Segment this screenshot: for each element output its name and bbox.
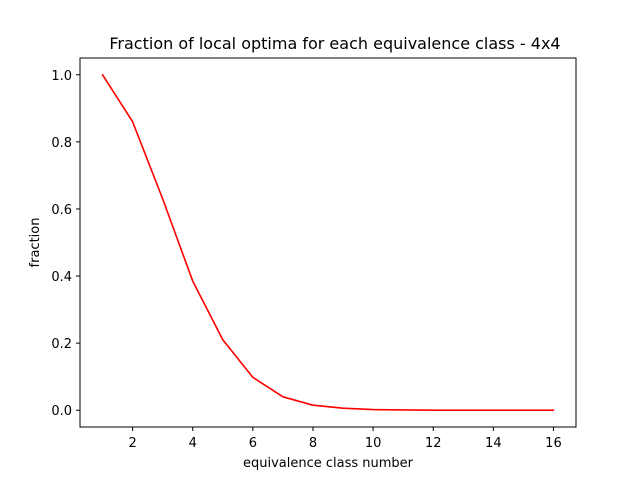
chart-title: Fraction of local optima for each equiva…	[109, 34, 560, 53]
series-line	[101, 73, 555, 412]
series-layer	[101, 73, 555, 412]
y-tick-label: 0.6	[51, 203, 72, 218]
y-tick-label: 0.4	[51, 270, 72, 285]
x-tick-label: 8	[309, 436, 317, 451]
y-tick-label: 1.0	[51, 69, 72, 84]
x-tick-label: 4	[189, 436, 197, 451]
x-axis-label: equivalence class number	[243, 456, 414, 471]
y-axis-label: fraction	[28, 218, 43, 268]
y-tick-label: 0.0	[51, 404, 72, 419]
x-tick-label: 2	[128, 436, 136, 451]
x-tick-label: 6	[249, 436, 257, 451]
y-axis: 0.0 0.2 0.4 0.6 0.8 1.0	[51, 69, 80, 419]
plot-area-frame	[79, 57, 577, 428]
x-axis: 2 4 6 8 10 12 14 16	[128, 427, 562, 451]
x-tick-label: 14	[485, 436, 502, 451]
x-tick-label: 10	[365, 436, 382, 451]
y-tick-label: 0.2	[51, 337, 72, 352]
x-tick-label: 12	[425, 436, 442, 451]
x-tick-label: 16	[545, 436, 562, 451]
y-tick-label: 0.8	[51, 136, 72, 151]
